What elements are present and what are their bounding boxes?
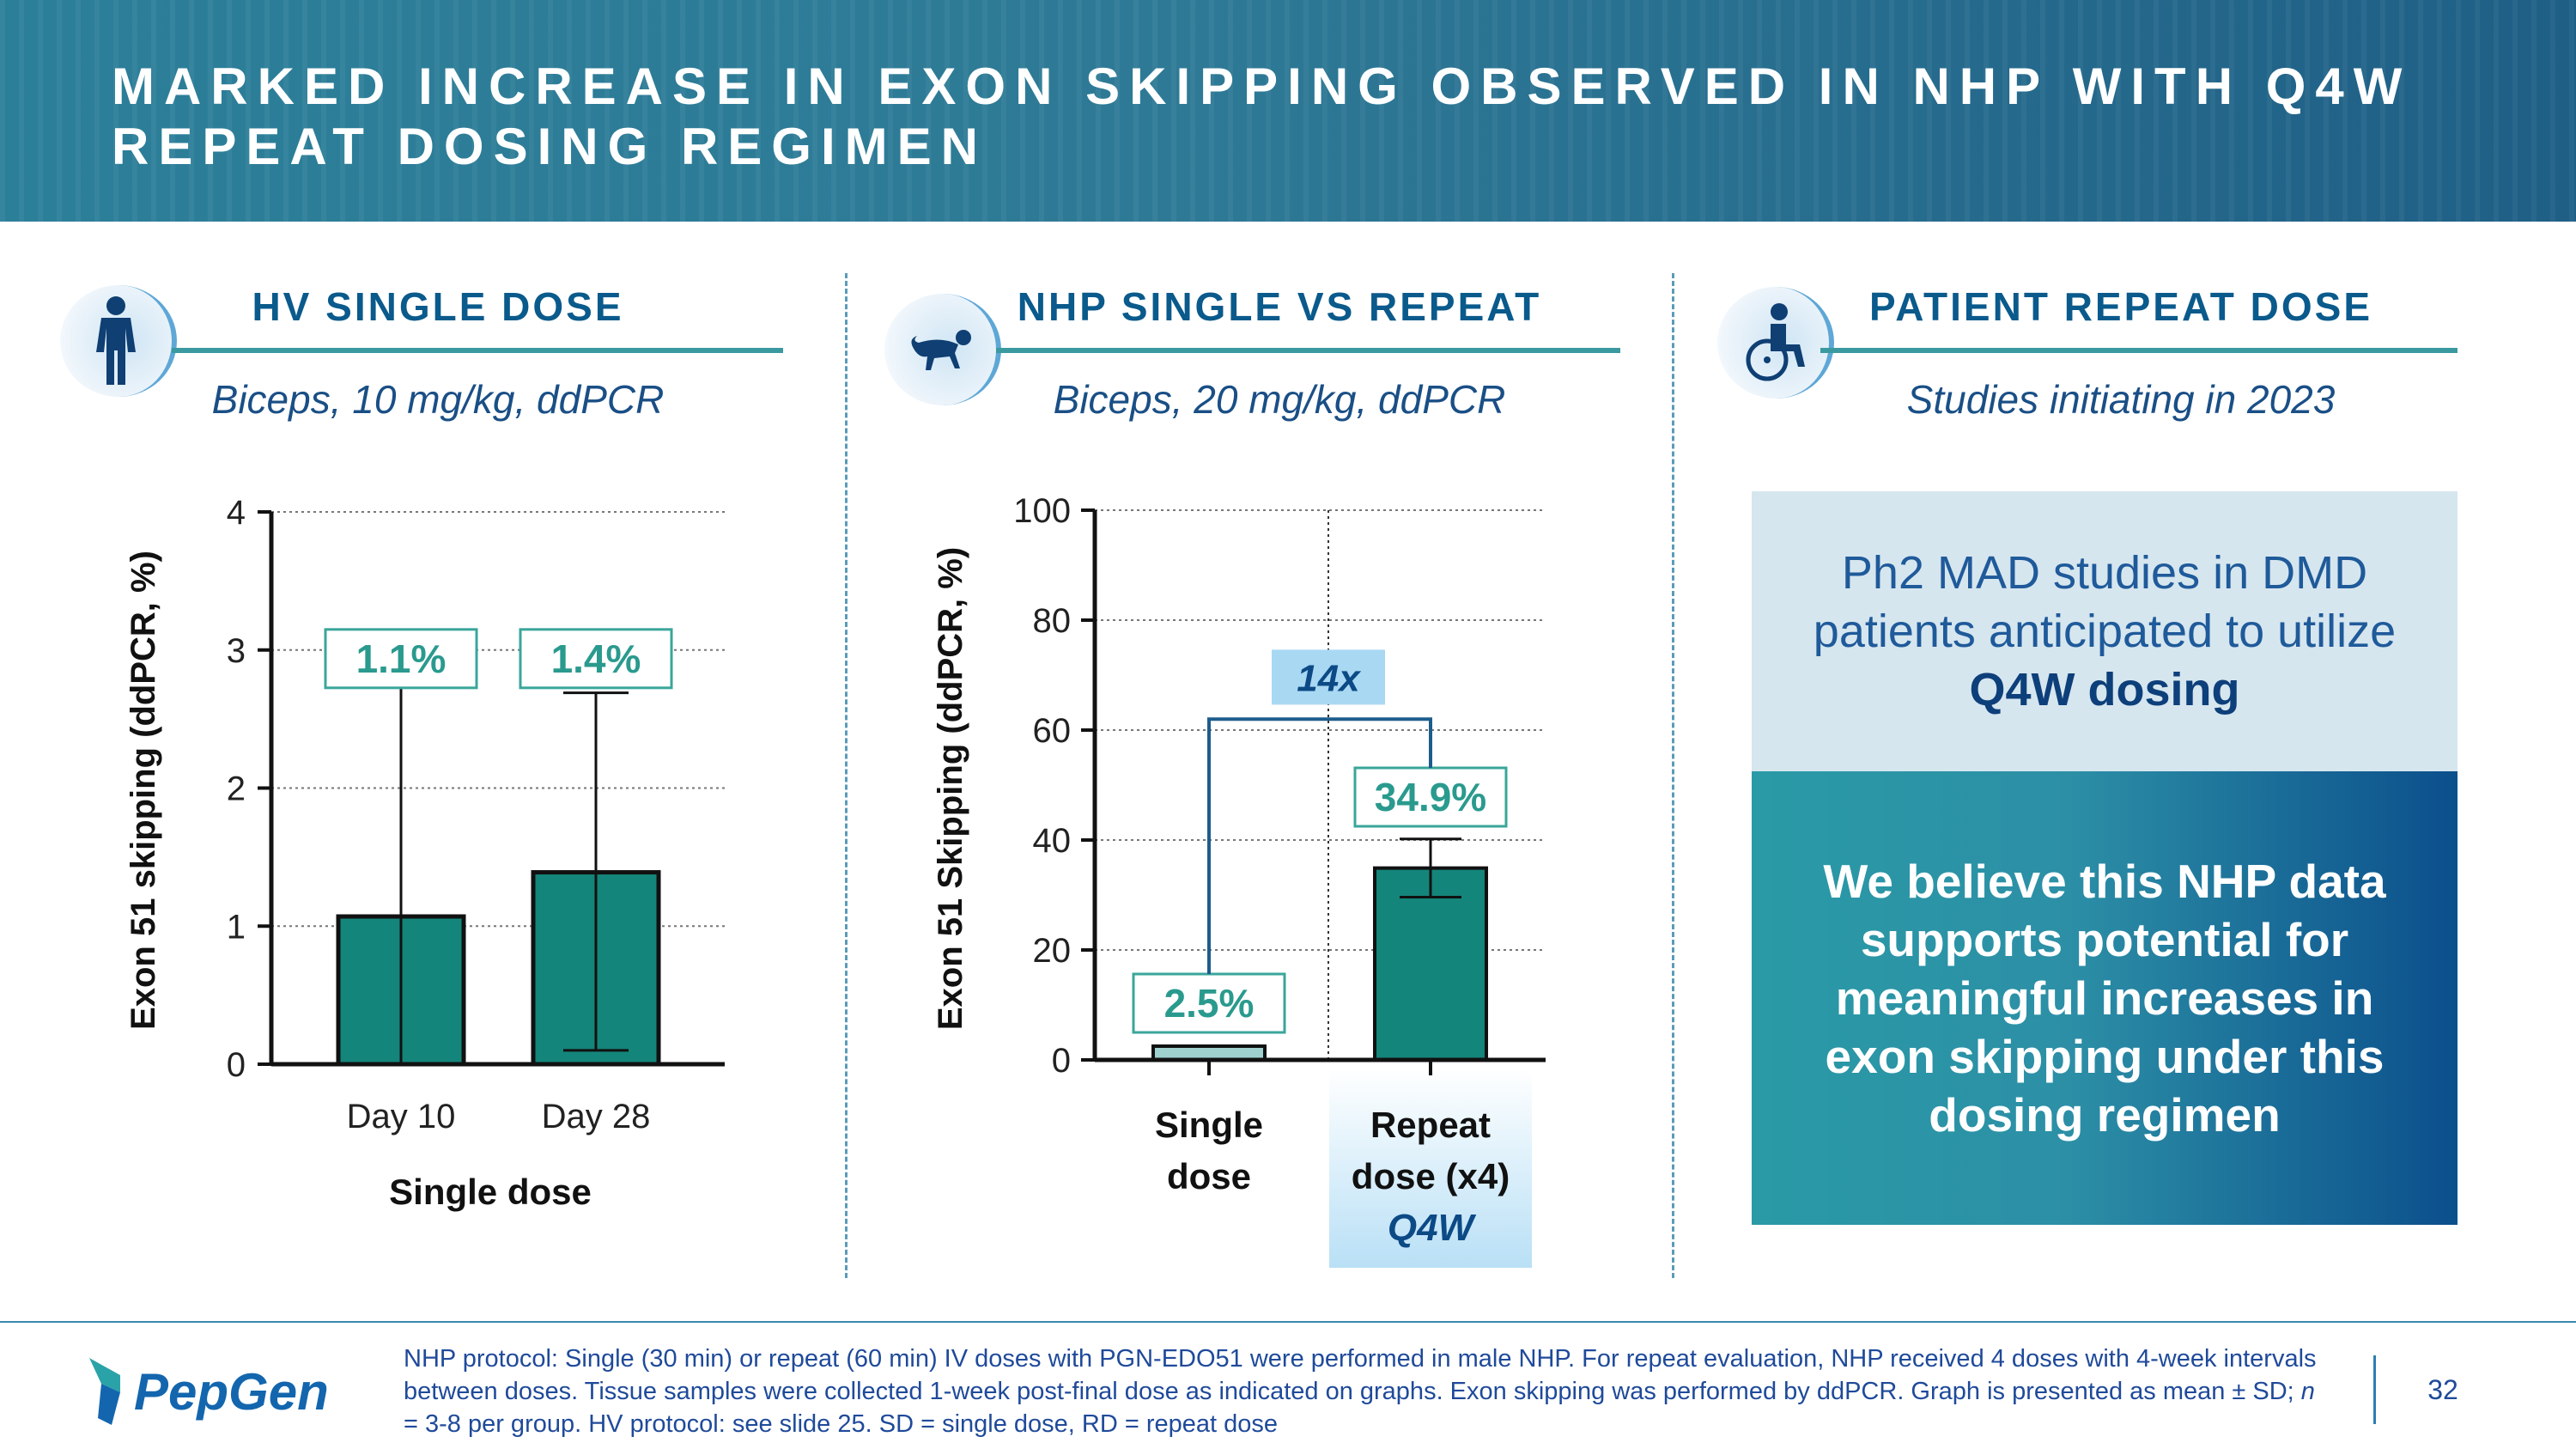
footnote-part2: = 3-8 per group. HV protocol: see slide …: [404, 1410, 1279, 1438]
nhp-single-vs-repeat-chart: Q4W 2.5% 34.9% 0 20 40 60 80 100 Single dose Repe…: [932, 492, 1546, 1268]
panel-rule: [996, 348, 1620, 353]
person-icon: [60, 285, 177, 397]
footnote-part1: NHP protocol: Single (30 min) or repeat …: [404, 1345, 2317, 1405]
y-tick-label: 0: [227, 1046, 246, 1084]
y-tick-label: 3: [227, 632, 246, 670]
q4w-label: Q4W: [1388, 1207, 1477, 1249]
y-tick-label: 80: [1033, 602, 1072, 640]
panel-subtitle-hv: Biceps, 10 mg/kg, ddPCR: [211, 377, 665, 422]
data-label-box: [1132, 972, 1286, 1034]
page-number: 32: [2427, 1374, 2458, 1405]
data-label: 34.9%: [1375, 775, 1486, 819]
callout-bottom-text: We believe this NHP data supports potent…: [1823, 855, 2386, 1142]
panel-rule: [1820, 348, 2458, 353]
header-banner: MARKED INCREASE IN EXON SKIPPING OBSERVE…: [0, 0, 2576, 222]
y-tick-label: 60: [1033, 712, 1072, 750]
column-divider: [1672, 273, 1674, 1278]
footer-rule: [0, 1321, 2576, 1323]
panel-rule: [172, 348, 783, 353]
data-label-box: [324, 628, 478, 690]
comparison-bracket: [1207, 717, 1432, 974]
monkey-icon: [884, 294, 1001, 405]
x-tick-label: Single: [1155, 1105, 1263, 1145]
x-tick-label: dose (x4): [1352, 1156, 1510, 1196]
footer-separator: [2373, 1355, 2376, 1424]
comparison-label-box: [1272, 649, 1385, 705]
y-tick-label: 4: [227, 494, 246, 532]
callout-top-text: Ph2 MAD studies in DMD patients anticipa…: [1813, 547, 2397, 657]
header-texture: [0, 0, 2576, 222]
y-axis-label: Exon 51 skipping (ddPCR, %): [125, 551, 162, 1030]
data-label-box: [1353, 766, 1508, 828]
column-divider: [845, 273, 848, 1278]
logo-text: PepGen: [134, 1362, 329, 1421]
y-tick-label: 0: [1052, 1042, 1071, 1080]
x-tick-label: Repeat: [1370, 1105, 1491, 1145]
data-label: 1.1%: [356, 636, 447, 681]
x-tick-label: dose: [1167, 1156, 1251, 1196]
callout-anticipated-dosing: Ph2 MAD studies in DMD patients anticipa…: [1752, 491, 2458, 771]
footnote: NHP protocol: Single (30 min) or repeat …: [404, 1342, 2327, 1440]
y-tick-label: 2: [227, 770, 246, 808]
y-tick-label: 20: [1033, 932, 1072, 970]
callout-top-bold: Q4W dosing: [1969, 664, 2240, 715]
data-label: 2.5%: [1164, 981, 1255, 1026]
callout-belief-statement: We believe this NHP data supports potent…: [1752, 771, 2458, 1225]
pepgen-logo-mark-icon: [89, 1358, 120, 1425]
x-tick-label: Day 10: [347, 1098, 456, 1135]
footnote-n: n: [2300, 1378, 2315, 1405]
q4w-highlight: [1329, 1068, 1532, 1268]
panel-subtitle-nhp: Biceps, 20 mg/kg, ddPCR: [1053, 377, 1506, 422]
panel-title-nhp: NHP SINGLE VS REPEAT: [1017, 284, 1542, 329]
comparison-label: 14x: [1297, 657, 1361, 699]
y-tick-label: 100: [1013, 492, 1071, 530]
pepgen-logo: PepGen: [86, 1349, 329, 1434]
y-tick-label: 1: [227, 908, 246, 946]
x-axis-label: Single dose: [389, 1172, 592, 1212]
panel-title-hv: HV SINGLE DOSE: [252, 284, 624, 329]
y-axis-label: Exon 51 Skipping (ddPCR, %): [932, 547, 969, 1030]
panel-subtitle-patient: Studies initiating in 2023: [1906, 377, 2336, 422]
x-tick-label: Day 28: [542, 1098, 651, 1135]
data-label-box: [519, 628, 673, 690]
panel-title-patient: PATIENT REPEAT DOSE: [1868, 284, 2373, 329]
y-tick-label: 40: [1033, 822, 1072, 860]
data-label: 1.4%: [551, 636, 641, 681]
hv-single-dose-chart: 1.1% 1.4% 0 1 2 3 4 Day 10 Day 28 Exon 51 skipp…: [125, 494, 725, 1212]
page-title: MARKED INCREASE IN EXON SKIPPING OBSERVE…: [112, 58, 2412, 175]
wheelchair-icon: [1717, 287, 1834, 399]
